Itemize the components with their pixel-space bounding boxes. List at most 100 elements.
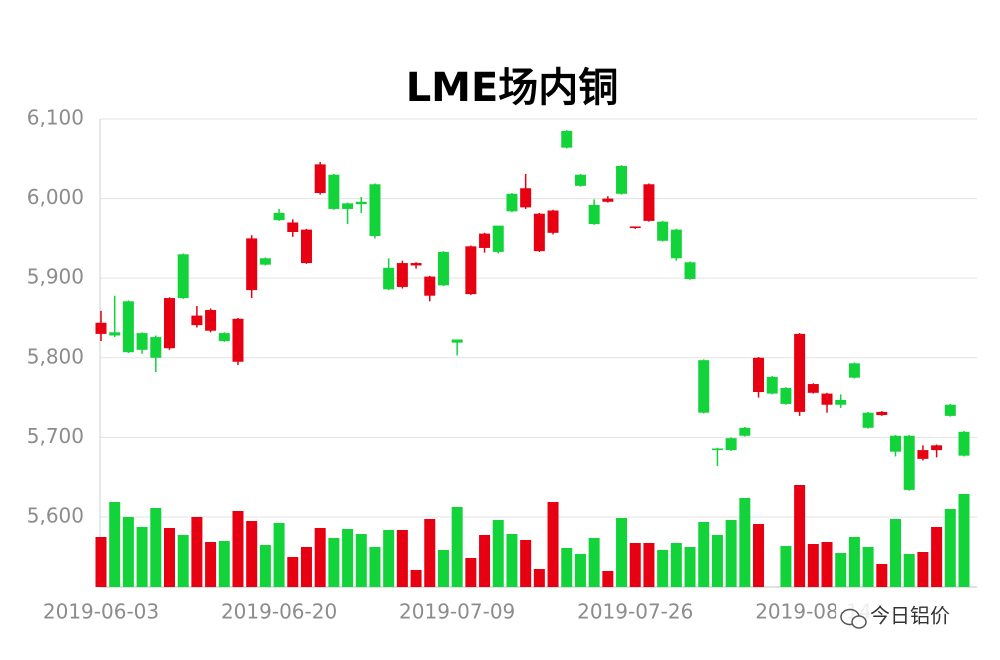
volume-bar xyxy=(163,528,175,587)
candle-body xyxy=(492,225,504,252)
y-tick-label: 5,800 xyxy=(27,344,84,368)
x-tick-label: 2019-06-20 xyxy=(221,600,337,624)
volume-bar xyxy=(328,538,340,587)
candle-body xyxy=(122,301,134,353)
candle-body xyxy=(574,174,586,186)
volume-bar xyxy=(739,498,751,587)
volume-bar xyxy=(492,520,504,587)
candle-body xyxy=(794,333,806,412)
candle-body xyxy=(561,130,573,148)
volume-bar xyxy=(506,534,518,587)
x-tick-label: 2019-06-03 xyxy=(43,600,159,624)
candle-body xyxy=(369,184,381,236)
volume-bar xyxy=(643,543,655,587)
volume-bar xyxy=(574,554,586,587)
candle-body xyxy=(917,450,929,459)
volume-bar xyxy=(711,535,723,587)
volume-bar xyxy=(616,518,628,587)
candle-body xyxy=(342,203,354,209)
candle-body xyxy=(725,438,737,451)
volume-bar xyxy=(931,527,943,587)
candle-body xyxy=(739,427,751,436)
candle-body xyxy=(643,184,655,221)
candle-body xyxy=(218,333,230,342)
candle-body xyxy=(506,193,518,212)
volume-bar xyxy=(465,558,477,587)
candle-body xyxy=(314,164,326,194)
candle-body xyxy=(177,254,189,299)
volume-bar xyxy=(657,550,669,587)
volume-bar xyxy=(109,502,121,587)
volume-bar xyxy=(479,535,491,587)
candle-body xyxy=(616,165,628,194)
candle-body xyxy=(287,222,299,233)
volume-bar xyxy=(273,523,285,587)
volume-bar xyxy=(205,542,217,587)
volume-bar xyxy=(944,509,956,587)
volume-bar xyxy=(369,547,381,587)
volume-bar xyxy=(533,569,545,587)
candle-body xyxy=(903,435,915,490)
candle-body xyxy=(479,233,491,248)
candle-body xyxy=(410,263,422,266)
volume-bar xyxy=(355,534,367,587)
candle-body xyxy=(821,393,833,405)
candle-body xyxy=(958,431,970,456)
volume-bar xyxy=(602,571,614,587)
candle-body xyxy=(246,238,258,291)
volume-bar xyxy=(725,520,737,587)
volume-bar xyxy=(958,494,970,587)
candle-body xyxy=(602,198,614,202)
volume-bar xyxy=(629,543,641,587)
volume-bar xyxy=(698,522,710,587)
candle-body xyxy=(835,399,847,405)
candle-body xyxy=(383,267,395,290)
candle-body xyxy=(711,448,723,451)
candle-body xyxy=(424,276,436,296)
candle-body xyxy=(191,315,203,326)
y-tick-label: 5,900 xyxy=(27,265,84,289)
x-tick-label: 2019-07-26 xyxy=(577,600,693,624)
y-tick-label: 6,000 xyxy=(27,185,84,209)
volume-bar xyxy=(410,570,422,587)
volume-bar xyxy=(670,543,682,587)
candle-body xyxy=(944,404,956,416)
volume-bar xyxy=(547,502,559,587)
volume-bar xyxy=(300,547,312,587)
candle-body xyxy=(848,363,860,378)
candle-body xyxy=(698,360,710,413)
x-tick-label: 2019-07-09 xyxy=(399,600,515,624)
chart-title: LME场内铜 xyxy=(406,65,619,111)
candle-body xyxy=(95,322,107,334)
candle-body xyxy=(533,213,545,252)
watermark-text: 今日铝价 xyxy=(870,604,950,628)
candle-body xyxy=(547,210,559,233)
volume-bar xyxy=(95,537,107,587)
candle-body xyxy=(780,388,792,404)
volume-bar xyxy=(383,530,395,587)
candle-body xyxy=(259,258,271,265)
candle-body xyxy=(657,221,669,241)
volume-bar xyxy=(876,564,888,587)
volume-bar xyxy=(917,552,929,587)
volume-bar xyxy=(520,540,532,587)
volume-bar xyxy=(287,557,299,587)
candle-body xyxy=(205,310,217,331)
candle-body xyxy=(931,445,943,451)
candle-body xyxy=(232,318,244,362)
candle-body xyxy=(273,212,285,221)
volume-bar xyxy=(122,517,134,587)
volume-bar xyxy=(794,485,806,587)
watermark-icon xyxy=(851,615,867,629)
volume-bar xyxy=(848,537,860,587)
candle-body xyxy=(109,332,121,336)
volume-bar xyxy=(561,548,573,587)
candle-body xyxy=(684,262,696,279)
candle-body xyxy=(876,411,888,416)
candle-body xyxy=(670,229,682,259)
volume-bar xyxy=(342,529,354,587)
candle-body xyxy=(163,298,175,349)
y-tick-label: 5,600 xyxy=(27,503,84,527)
